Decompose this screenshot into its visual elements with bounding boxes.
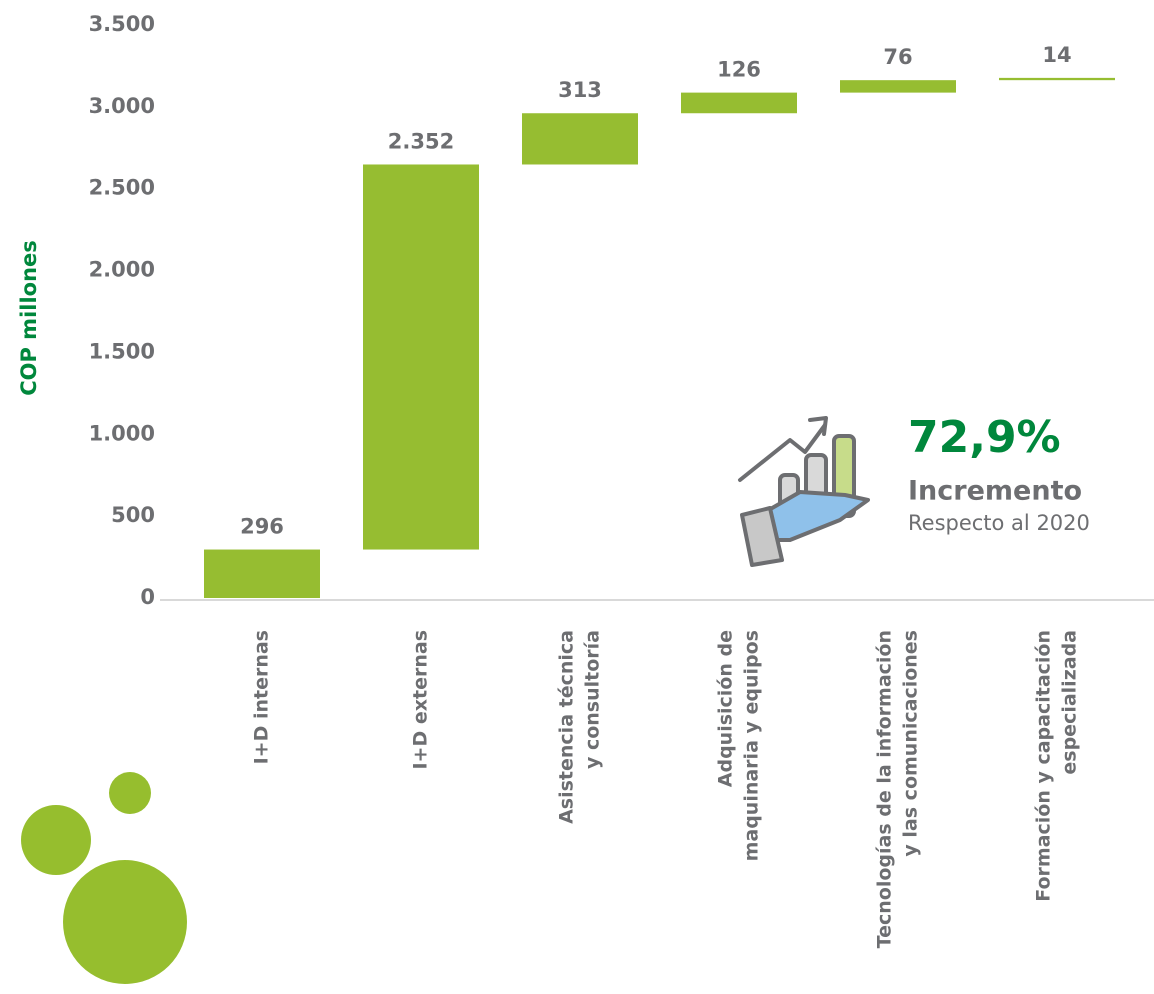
x-tick-label: especializada — [1059, 630, 1081, 775]
y-tick-label: 500 — [111, 503, 155, 527]
y-tick-label: 3.000 — [89, 94, 155, 118]
growth-icon — [740, 418, 868, 565]
value-label: 296 — [240, 515, 284, 539]
bar — [681, 93, 797, 114]
y-tick-label: 1.000 — [89, 421, 155, 445]
x-tick-label: Adquisición de — [715, 630, 737, 787]
value-label: 2.352 — [388, 129, 454, 153]
x-tick-label: I+D externas — [410, 630, 432, 770]
x-tick-label: Tecnologías de la información — [874, 630, 896, 948]
bar — [522, 113, 638, 164]
y-tick-label: 3.500 — [89, 12, 155, 36]
x-tick-label: y las comunicaciones — [900, 630, 922, 857]
value-label: 126 — [717, 58, 761, 82]
x-tick-label: y consultoría — [582, 630, 604, 769]
y-tick-label: 2.500 — [89, 176, 155, 200]
annotation-title: Incremento — [908, 476, 1082, 507]
y-tick-label: 1.500 — [89, 339, 155, 363]
x-tick-label: maquinaria y equipos — [741, 630, 763, 861]
value-label: 14 — [1042, 43, 1071, 67]
x-tick-label: Asistencia técnica — [556, 630, 578, 824]
bar — [204, 550, 320, 598]
y-tick-label: 0 — [140, 585, 155, 609]
y-axis-title: COP millones — [17, 240, 41, 396]
decor-circles — [21, 772, 187, 984]
bar — [999, 78, 1115, 80]
y-tick-label: 2.000 — [89, 258, 155, 282]
chart: COP millones 72,9% Incremento Respecto a… — [0, 0, 1154, 994]
x-tick-label: Formación y capacitación — [1033, 630, 1055, 902]
bar — [840, 80, 956, 92]
annotation-value: 72,9% — [908, 412, 1061, 463]
bar — [363, 164, 479, 549]
x-tick-label: I+D internas — [251, 630, 273, 764]
value-label: 313 — [558, 78, 602, 102]
value-label: 76 — [883, 45, 912, 69]
annotation-subtitle: Respecto al 2020 — [908, 511, 1090, 535]
